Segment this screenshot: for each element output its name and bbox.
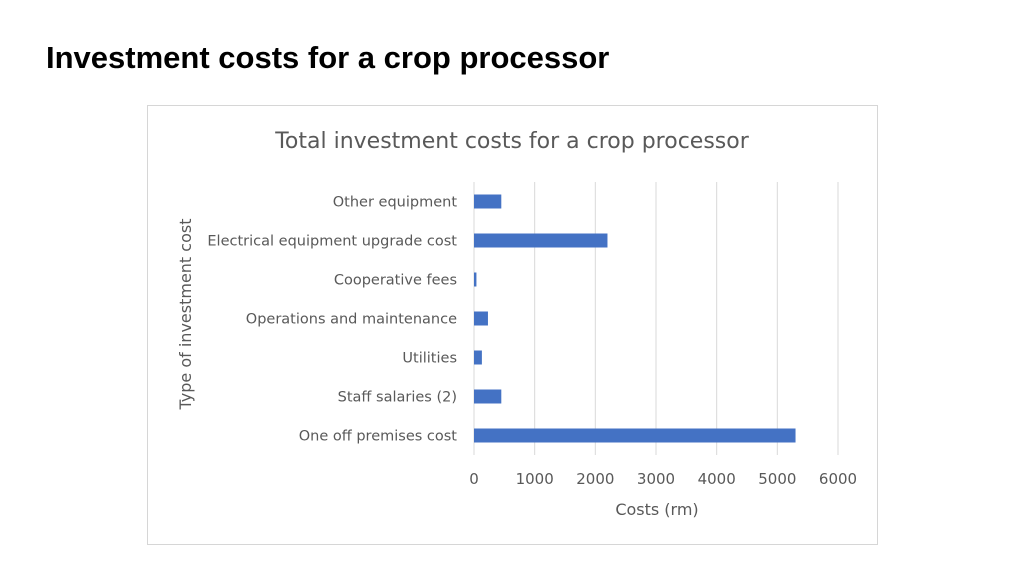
category-labels: Other equipment Electrical equipment upgr… <box>207 195 457 445</box>
category-label: Staff salaries (2) <box>338 390 457 406</box>
category-label: Other equipment <box>333 195 458 211</box>
category-label: Operations and maintenance <box>246 312 457 328</box>
bar <box>474 389 502 404</box>
category-label: Utilities <box>402 351 457 367</box>
x-tick-label: 0 <box>469 470 479 488</box>
x-tick-label: 6000 <box>819 470 857 488</box>
x-axis-title: Costs (rm) <box>615 500 698 519</box>
chart-frame: Total investment costs for a crop proces… <box>147 105 878 545</box>
category-label: One off premises cost <box>299 429 458 445</box>
x-tick-label: 5000 <box>758 470 796 488</box>
bar <box>474 428 796 443</box>
bars <box>474 194 796 443</box>
bar-chart: Total investment costs for a crop proces… <box>176 129 857 519</box>
x-tick-label: 2000 <box>576 470 614 488</box>
bar <box>474 350 482 365</box>
x-tick-label: 3000 <box>637 470 675 488</box>
slide-title: Investment costs for a crop processor <box>46 40 610 75</box>
bar <box>474 233 608 248</box>
category-label: Cooperative fees <box>334 273 457 289</box>
x-tick-label: 4000 <box>698 470 736 488</box>
grid-lines <box>473 182 839 455</box>
category-label: Electrical equipment upgrade cost <box>207 234 457 250</box>
y-axis-title: Type of investment cost <box>176 219 195 411</box>
bar <box>474 272 477 287</box>
bar <box>474 311 488 326</box>
x-tick-labels: 0 1000 2000 3000 4000 5000 6000 <box>469 470 857 488</box>
bar <box>474 194 502 209</box>
x-tick-label: 1000 <box>516 470 554 488</box>
chart-title: Total investment costs for a crop proces… <box>274 129 749 154</box>
